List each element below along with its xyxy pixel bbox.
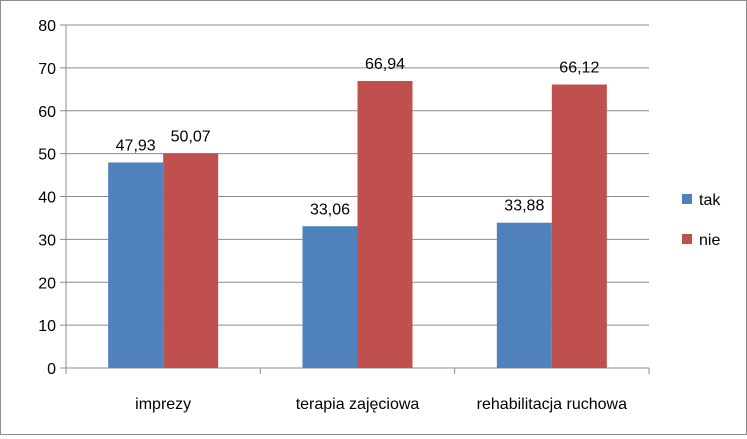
y-tick-label: 30: [38, 232, 56, 249]
bar-tak: [302, 226, 358, 368]
data-label: 66,94: [365, 56, 405, 73]
data-label: 33,88: [504, 198, 544, 215]
data-labels: 47,93 50,07 33,06 66,94 33,88 66,12: [116, 56, 600, 218]
y-tick-label: 10: [38, 318, 56, 335]
bar-nie: [163, 153, 219, 368]
x-tick-label: rehabilitacja ruchowa: [477, 396, 627, 413]
legend-swatch-nie: [682, 234, 692, 244]
bar-nie: [551, 84, 607, 368]
bar-nie: [357, 80, 413, 368]
y-tick-label: 40: [38, 190, 56, 207]
y-tick-label: 20: [38, 275, 56, 292]
x-tick-label: terapia zajęciowa: [296, 396, 420, 413]
data-label: 33,06: [310, 201, 350, 218]
x-tick-label: imprezy: [135, 396, 191, 413]
legend-swatch-tak: [682, 194, 692, 204]
legend-label: nie: [699, 232, 720, 249]
bar-tak: [108, 162, 164, 368]
data-label: 66,12: [559, 60, 599, 77]
legend-label: tak: [699, 192, 721, 209]
axes: 0 10 20 30 40 50 60 70 80 imprezy terapia zajęciow…: [38, 18, 650, 413]
bar-tak: [496, 222, 552, 368]
y-tick-label: 70: [38, 61, 56, 78]
y-tick-label: 0: [47, 361, 56, 378]
y-tick-label: 80: [38, 18, 56, 35]
y-tick-label: 60: [38, 104, 56, 121]
bars: [108, 80, 607, 368]
y-tick-label: 50: [38, 147, 56, 164]
data-label: 47,93: [116, 138, 156, 155]
legend: tak nie: [682, 192, 721, 249]
data-label: 50,07: [171, 128, 211, 145]
